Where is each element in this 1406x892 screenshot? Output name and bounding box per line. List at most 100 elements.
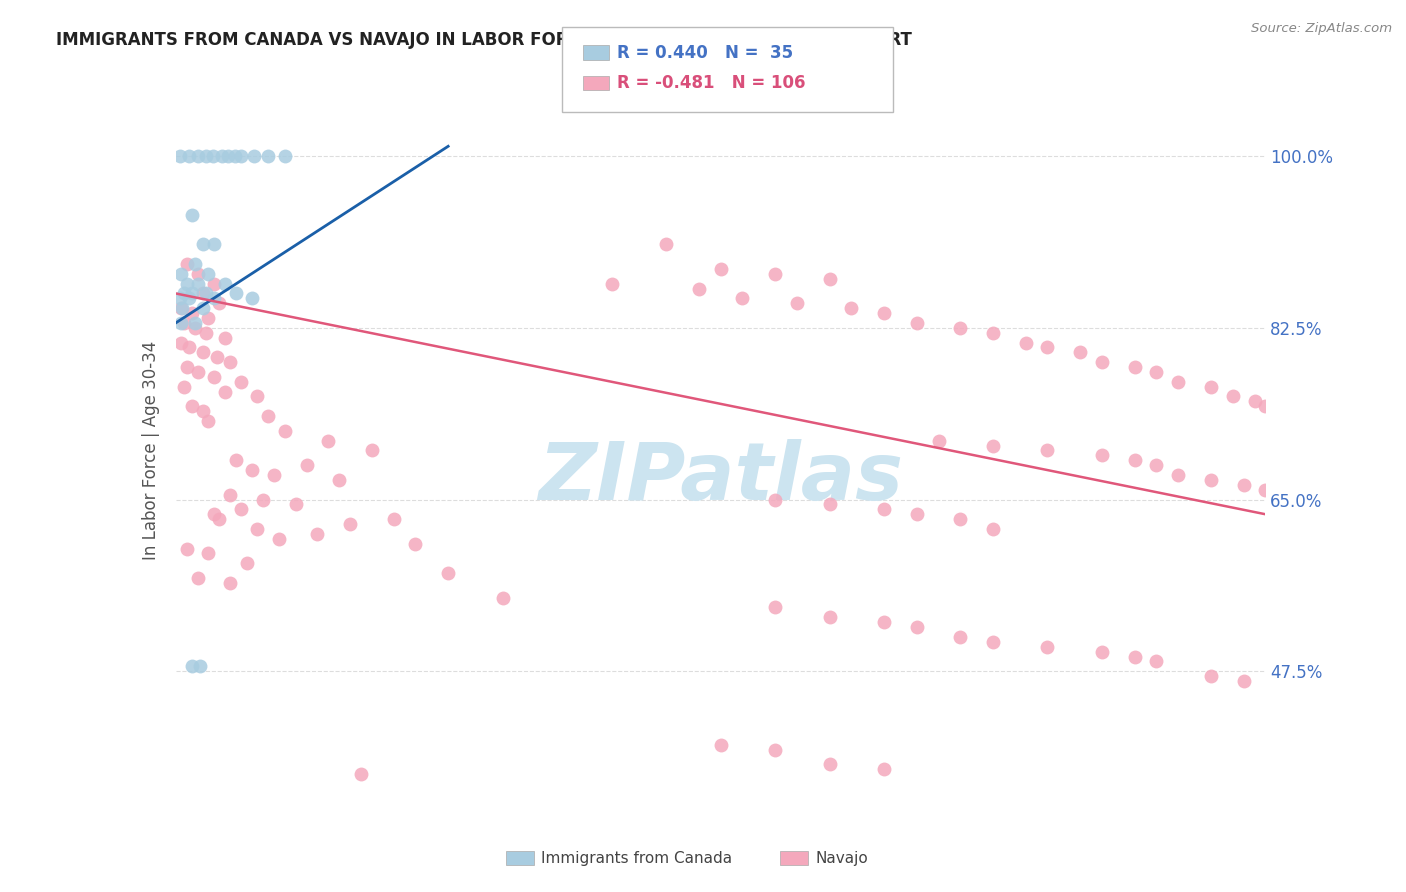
Point: [1123, 359, 1146, 375]
Point: [274, 149, 297, 163]
Point: [350, 767, 373, 781]
Point: [181, 400, 204, 414]
Point: [763, 742, 786, 756]
Point: [214, 384, 236, 399]
Point: [1243, 394, 1265, 409]
Point: [191, 404, 214, 418]
Point: [214, 277, 236, 291]
Point: [1123, 453, 1146, 467]
Point: [873, 502, 896, 516]
Point: [191, 286, 214, 301]
Point: [205, 351, 228, 365]
Point: [949, 321, 972, 335]
Point: [186, 267, 209, 281]
Point: [1036, 340, 1059, 354]
Point: [318, 434, 340, 448]
Point: [197, 414, 219, 428]
Point: [382, 512, 405, 526]
Point: [208, 296, 231, 310]
Point: [172, 301, 194, 316]
Point: [208, 512, 231, 526]
Point: [949, 512, 972, 526]
Point: [731, 291, 754, 305]
Point: [184, 316, 207, 330]
Point: [176, 277, 198, 291]
Point: [818, 498, 841, 512]
Point: [177, 340, 200, 354]
Text: R = -0.481   N = 106: R = -0.481 N = 106: [617, 74, 806, 92]
Point: [873, 762, 896, 776]
Point: [1146, 655, 1168, 669]
Point: [184, 257, 207, 271]
Point: [284, 498, 307, 512]
Point: [981, 635, 1004, 649]
Point: [1036, 640, 1059, 654]
Point: [219, 576, 242, 591]
Point: [873, 306, 896, 320]
Point: [224, 149, 246, 163]
Point: [186, 277, 209, 291]
Point: [763, 492, 786, 507]
Point: [191, 237, 214, 252]
Point: [181, 208, 204, 222]
Point: [1233, 674, 1256, 689]
Point: [1091, 644, 1114, 658]
Point: [688, 282, 710, 296]
Text: Navajo: Navajo: [815, 851, 869, 865]
Point: [195, 149, 218, 163]
Point: [173, 286, 195, 301]
Point: [202, 507, 225, 521]
Point: [170, 335, 193, 350]
Point: [217, 149, 239, 163]
Text: IMMIGRANTS FROM CANADA VS NAVAJO IN LABOR FORCE | AGE 30-34 CORRELATION CHART: IMMIGRANTS FROM CANADA VS NAVAJO IN LABO…: [56, 31, 912, 49]
Point: [710, 738, 733, 752]
Point: [1146, 458, 1168, 473]
Point: [173, 380, 195, 394]
Point: [197, 546, 219, 561]
Point: [170, 301, 193, 316]
Point: [219, 488, 242, 502]
Point: [225, 453, 247, 467]
Point: [176, 359, 198, 375]
Point: [339, 517, 361, 532]
Point: [257, 149, 280, 163]
Point: [186, 571, 209, 585]
Point: [1146, 365, 1168, 379]
Point: [191, 345, 214, 359]
Point: [1091, 449, 1114, 463]
Point: [763, 600, 786, 615]
Point: [841, 301, 863, 316]
Point: [177, 149, 200, 163]
Point: [1222, 390, 1244, 404]
Point: [437, 566, 460, 581]
Point: [1199, 380, 1222, 394]
Point: [169, 291, 191, 305]
Y-axis label: In Labor Force | Age 30-34: In Labor Force | Age 30-34: [142, 341, 160, 560]
Point: [202, 291, 225, 305]
Point: [274, 424, 297, 438]
Point: [235, 557, 257, 571]
Point: [905, 620, 928, 634]
Point: [1123, 649, 1146, 664]
Point: [186, 149, 209, 163]
Point: [949, 630, 972, 644]
Text: ZIPatlas: ZIPatlas: [538, 439, 903, 517]
Point: [928, 434, 950, 448]
Point: [1036, 443, 1059, 458]
Text: Source: ZipAtlas.com: Source: ZipAtlas.com: [1251, 22, 1392, 36]
Point: [231, 375, 253, 389]
Point: [818, 757, 841, 772]
Point: [170, 316, 193, 330]
Point: [246, 522, 269, 536]
Point: [1167, 375, 1189, 389]
Point: [173, 316, 195, 330]
Point: [257, 409, 280, 424]
Point: [188, 659, 211, 673]
Point: [269, 532, 291, 546]
Point: [328, 473, 350, 487]
Point: [202, 370, 225, 384]
Point: [981, 439, 1004, 453]
Point: [201, 149, 224, 163]
Point: [195, 326, 218, 340]
Point: [981, 522, 1004, 536]
